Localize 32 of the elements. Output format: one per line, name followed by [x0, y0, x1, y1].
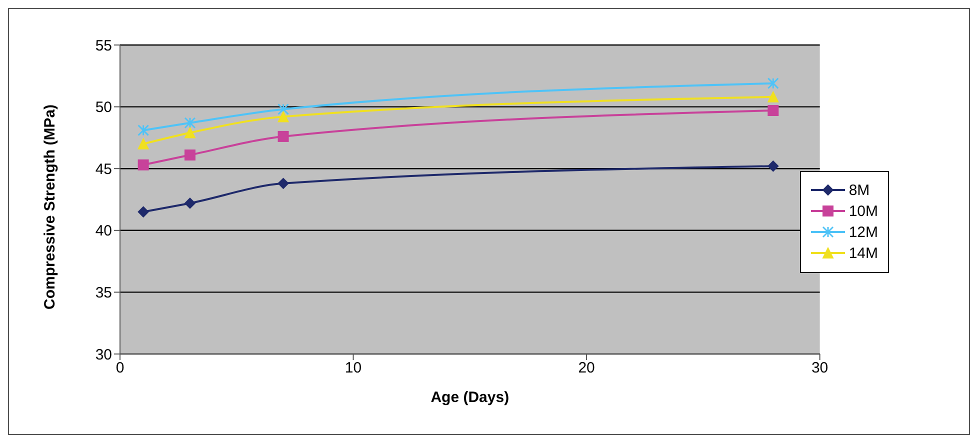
x-tick-label: 20: [578, 360, 595, 377]
y-tick-label: 45: [95, 160, 112, 178]
x-tick-label: 30: [811, 360, 828, 377]
point: [278, 111, 289, 122]
y-tick-label: 55: [95, 37, 112, 54]
point: [138, 138, 149, 150]
point: [138, 159, 149, 170]
point: [184, 150, 196, 161]
point: [767, 78, 779, 90]
point: [768, 160, 779, 172]
point: [184, 127, 196, 138]
point: [278, 104, 290, 116]
point: [278, 130, 289, 142]
legend-label: 12M: [848, 224, 878, 240]
point: [138, 124, 150, 136]
y-tick-label: 35: [95, 284, 112, 302]
legend-label: 14M: [848, 244, 878, 262]
y-tick-label: 40: [95, 222, 112, 240]
point: [278, 178, 289, 189]
y-tick-label: 30: [95, 346, 112, 364]
point: [184, 198, 196, 209]
point: [138, 206, 149, 218]
y-tick-label: 50: [95, 99, 112, 116]
x-tick-label: 10: [344, 360, 362, 377]
point: [768, 105, 779, 116]
legend-label: 8M: [848, 182, 870, 198]
x-tick-label: 0: [116, 360, 124, 377]
y-axis-title: Compressive Strength (MPa): [41, 104, 58, 310]
x-axis-title: Age (Days): [430, 389, 510, 406]
legend-label: 10M: [848, 202, 878, 220]
point: [184, 117, 196, 129]
point: [768, 91, 779, 102]
